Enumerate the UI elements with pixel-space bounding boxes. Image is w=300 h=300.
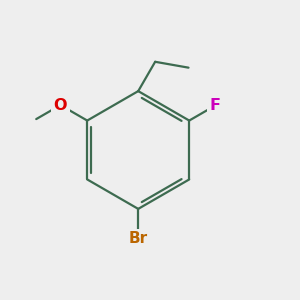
Text: F: F xyxy=(209,98,220,113)
Text: O: O xyxy=(54,98,67,112)
Text: Br: Br xyxy=(129,231,148,246)
